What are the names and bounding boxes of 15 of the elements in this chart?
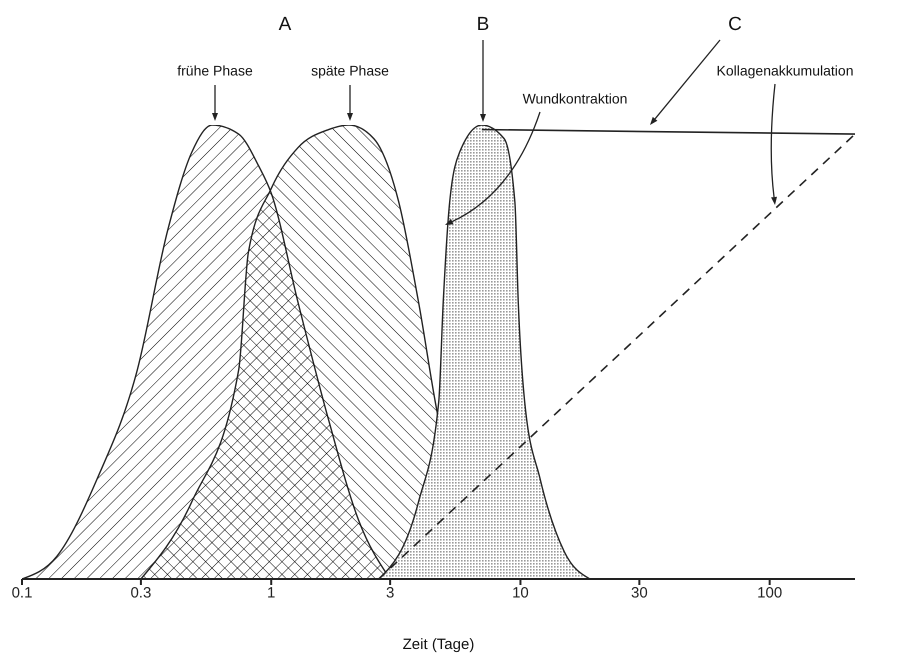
x-tick-label: 1 [267,584,276,602]
text: Kollagenakkumulation [716,62,854,79]
x-tick-label: 3 [386,584,394,602]
text: A [278,14,292,36]
x-tick-label: 100 [757,584,782,602]
x-tick-label: 0.3 [130,584,152,602]
text: frühe Phase [177,62,253,79]
x-tick-label: 0.1 [12,584,32,602]
text: B [476,14,490,36]
text: C [728,14,742,36]
x-tick-label: 30 [631,584,648,602]
x-tick-label: 10 [512,584,529,602]
x-axis-title: Zeit (Tage) [402,636,474,653]
text: späte Phase [311,62,390,79]
text: Wundkontraktion [522,90,628,107]
